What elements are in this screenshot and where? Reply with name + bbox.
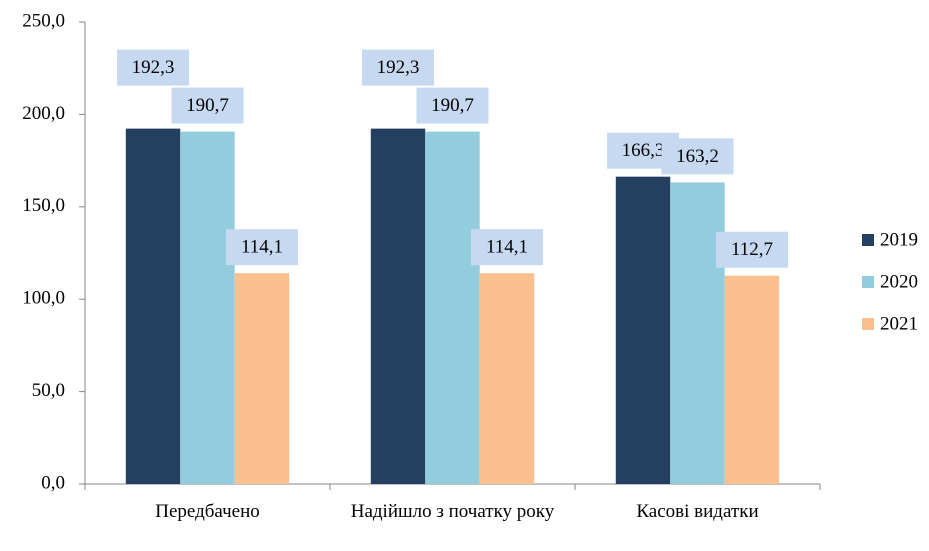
data-label: 166,3: [622, 140, 665, 161]
y-tick-label: 50,0: [32, 380, 65, 401]
legend-swatch: [862, 234, 874, 246]
y-tick-label: 150,0: [22, 195, 65, 216]
bar: [615, 176, 671, 484]
legend-label: 2021: [880, 313, 918, 334]
data-label-box: [416, 87, 489, 124]
bar: [425, 131, 480, 484]
data-label: 190,7: [186, 95, 229, 116]
data-label-box: [225, 229, 298, 266]
data-label-box: [171, 87, 244, 124]
bar: [370, 128, 426, 485]
data-label-box: [470, 229, 543, 266]
legend-swatch: [862, 318, 874, 330]
bar: [234, 273, 290, 484]
bar: [670, 182, 725, 484]
data-label-box: [661, 138, 734, 175]
data-label-box: [362, 49, 435, 86]
bar: [180, 131, 235, 484]
data-label: 192,3: [132, 57, 175, 78]
y-tick-label: 100,0: [22, 288, 65, 309]
data-label-box: [117, 49, 190, 86]
bar: [125, 128, 181, 485]
data-label: 114,1: [241, 237, 283, 258]
data-label: 112,7: [731, 239, 773, 260]
y-tick-label: 200,0: [22, 103, 65, 124]
data-label: 114,1: [486, 237, 528, 258]
data-label-box: [715, 231, 788, 268]
y-tick-label: 250,0: [22, 10, 65, 31]
x-tick-label: Передбачено: [155, 501, 260, 522]
bar: [479, 273, 535, 484]
legend-label: 2020: [880, 271, 918, 292]
data-label: 192,3: [377, 57, 420, 78]
data-label: 163,2: [676, 146, 719, 167]
x-tick-label: Надійшло з початку року: [350, 501, 555, 522]
data-label: 190,7: [431, 95, 474, 116]
bar: [724, 275, 780, 484]
x-tick-label: Касові видатки: [636, 501, 759, 522]
y-tick-label: 0,0: [41, 472, 65, 493]
legend-label: 2019: [880, 229, 918, 250]
legend-swatch: [862, 276, 874, 288]
